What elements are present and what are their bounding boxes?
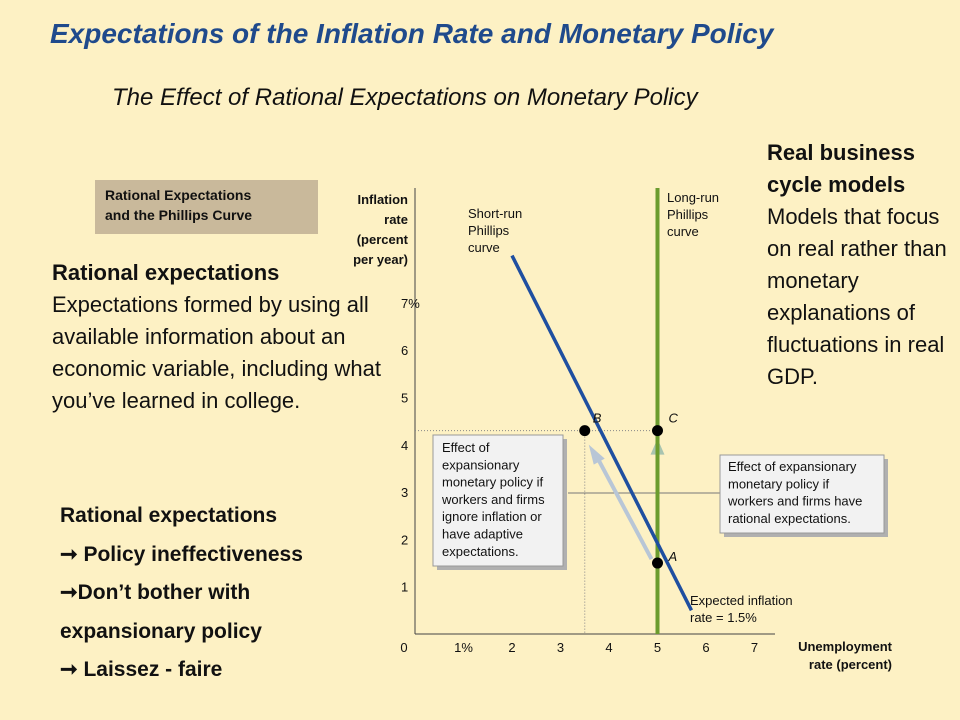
y-axis-label: rate	[384, 212, 408, 227]
long-run-curve-label: Phillips	[667, 207, 709, 222]
short-run-phillips-curve	[510, 254, 694, 612]
rational-expectations-text: Expectations formed by using all availab…	[52, 292, 381, 413]
x-tick-label: 6	[702, 640, 709, 655]
expected-inflation-label: rate = 1.5%	[690, 610, 757, 625]
annotation-adaptive-text: Effect of	[442, 440, 490, 455]
short-run-curve-label: Short-run	[468, 206, 522, 221]
slide-title: Expectations of the Inflation Rate and M…	[50, 18, 774, 49]
annotation-adaptive-text: have adaptive	[442, 527, 523, 542]
implications-list: Rational expectations ➞ Policy ineffecti…	[60, 497, 380, 690]
long-run-curve-label: curve	[667, 224, 699, 239]
x-axis-label: rate (percent)	[809, 657, 892, 672]
annotation-adaptive-box	[432, 434, 564, 567]
x-tick-label: 7	[751, 640, 758, 655]
annotation-rational-box	[719, 454, 885, 534]
annotation-rational-text: rational expectations.	[728, 511, 851, 526]
implication-item: ➞ Laissez - faire	[60, 658, 223, 681]
annotation-adaptive-text: workers and firms	[441, 492, 545, 507]
y-tick-label: 3	[401, 485, 408, 500]
annotation-rational-text: workers and firms have	[727, 494, 862, 509]
y-tick-label: 4	[401, 438, 408, 453]
rational-expectations-definition: Rational expectations Expectations forme…	[52, 257, 397, 417]
x-tick-label: 1%	[454, 640, 473, 655]
y-tick-label: 1	[401, 580, 408, 595]
y-tick-label: 5	[401, 391, 408, 406]
annotation-adaptive-text: expansionary	[442, 457, 520, 472]
annotation-adaptive-text: expectations.	[442, 544, 519, 559]
annotation-adaptive-text: ignore inflation or	[442, 509, 542, 524]
implication-item: expansionary policy	[60, 619, 262, 643]
long-run-curve-label: Long-run	[667, 190, 719, 205]
real-business-cycle-definition: Real business cycle models Models that f…	[767, 137, 957, 393]
point-c	[652, 425, 663, 437]
point-a	[652, 557, 663, 569]
x-tick-label: 2	[508, 640, 515, 655]
implication-item: ➞Don’t bother with	[60, 581, 251, 604]
rational-expectations-term: Rational expectations	[52, 260, 280, 285]
short-run-curve-label: curve	[468, 240, 500, 255]
y-axis-label: Inflation	[357, 192, 408, 207]
figure-label: Rational Expectations and the Phillips C…	[95, 180, 318, 234]
arrowhead-icon	[588, 444, 605, 465]
figure-label-line-2: and the Phillips Curve	[105, 207, 253, 223]
real-business-cycle-term: Real business cycle models	[767, 140, 915, 197]
arrow-right-icon: ➞	[60, 542, 78, 566]
implication-heading: Rational expectations	[60, 504, 278, 527]
y-tick-label: 2	[401, 532, 408, 547]
arrow-right-icon: ➞	[60, 581, 78, 604]
expected-inflation-label: Expected inflation	[690, 593, 793, 608]
implication-item: ➞ Policy ineffectiveness	[60, 542, 303, 566]
annotation-rational-text: monetary policy if	[728, 476, 830, 491]
x-axis-label: Unemployment	[798, 639, 893, 654]
x-tick-label: 5	[654, 640, 661, 655]
origin-label: 0	[400, 640, 407, 655]
y-axis-label: per year)	[353, 252, 408, 267]
arrow-right-icon: ➞	[60, 658, 78, 681]
y-axis-label: (percent	[357, 232, 409, 247]
point-b	[579, 425, 591, 437]
y-tick-label: 7%	[401, 296, 420, 311]
slide-subtitle: The Effect of Rational Expectations on M…	[112, 84, 698, 111]
point-label-b: B	[593, 411, 602, 426]
figure-label-line-1: Rational Expectations	[105, 187, 252, 203]
y-tick-label: 6	[401, 343, 408, 358]
short-run-curve-label: Phillips	[468, 223, 510, 238]
x-tick-label: 4	[605, 640, 612, 655]
point-label-c: C	[669, 411, 679, 426]
movement-arrow-a-to-b	[594, 455, 654, 560]
point-label-a: A	[668, 549, 678, 564]
annotation-adaptive-text: monetary policy if	[442, 475, 544, 490]
real-business-cycle-text: Models that focus on real rather than mo…	[767, 204, 947, 389]
x-tick-label: 3	[557, 640, 564, 655]
annotation-rational-text: Effect of expansionary	[728, 459, 857, 474]
